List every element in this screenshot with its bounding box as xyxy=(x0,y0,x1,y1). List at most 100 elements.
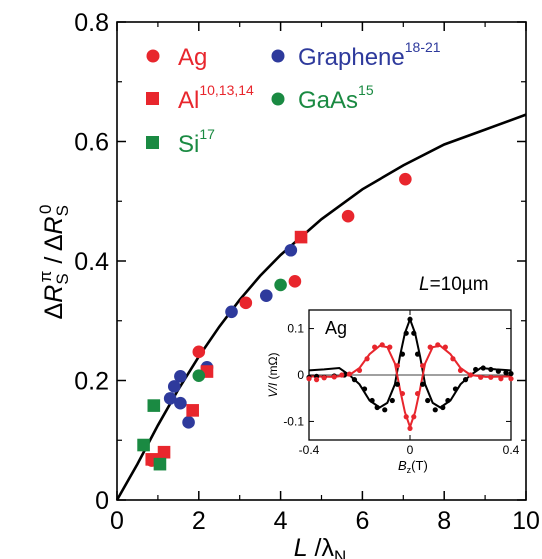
inset-red-point xyxy=(364,356,370,362)
y-label-delta: Δ xyxy=(40,303,68,320)
x-tick-label: 4 xyxy=(274,507,288,535)
y-tick-label: 0.6 xyxy=(74,129,109,157)
inset-red-point xyxy=(508,376,514,382)
y-tick-label: 0.2 xyxy=(74,368,109,396)
inset-tick-labels: -0.4 0 0.4 -0.1 0 0.1 xyxy=(283,322,519,457)
inset-x-label: Bz(T) xyxy=(398,458,428,475)
inset-x-tick-label: 0.4 xyxy=(503,443,520,457)
fit-curve xyxy=(115,113,527,501)
inset-red-point xyxy=(468,372,474,378)
inset-black-point xyxy=(414,351,421,357)
inset-black-point xyxy=(480,365,486,371)
x-label-sub: N xyxy=(334,547,346,559)
data-point xyxy=(137,438,150,452)
legend-marker-si xyxy=(146,136,159,149)
inset-red-point xyxy=(321,375,327,381)
inset-black-point xyxy=(445,397,451,404)
main-axis-ticks xyxy=(116,21,527,501)
y-axis-label: ΔRSπ / ΔRS0 xyxy=(36,205,72,320)
inset-black-point xyxy=(369,397,375,404)
y-label-sup-pi: π xyxy=(36,271,55,283)
legend-marker-ag xyxy=(146,49,160,63)
data-point xyxy=(153,457,167,471)
legend-marker-gaas xyxy=(271,92,285,106)
inset-red-point xyxy=(356,367,363,373)
inset-black-point xyxy=(394,381,400,387)
data-point xyxy=(147,399,161,412)
inset-y-label: V/I (mΩ) xyxy=(266,353,280,398)
data-point xyxy=(288,275,302,288)
y-label-sup-zero: 0 xyxy=(36,205,55,214)
inset-red-point xyxy=(394,363,400,369)
y-tick-label: 0 xyxy=(95,487,109,515)
x-tick-label: 6 xyxy=(355,507,369,535)
data-point xyxy=(157,445,171,459)
data-point xyxy=(174,396,187,410)
inset-points xyxy=(306,316,514,431)
inset-black-point xyxy=(432,407,438,413)
y-label-sub: S xyxy=(53,273,72,284)
inset-label-ag: Ag xyxy=(325,318,347,338)
data-point xyxy=(174,370,187,383)
inset-black-point xyxy=(389,397,395,404)
inset-red-point xyxy=(435,342,441,348)
inset-black-point xyxy=(462,377,469,383)
inset-y-tick-label: -0.1 xyxy=(283,414,304,428)
legend-label-ag: Ag xyxy=(178,44,207,71)
x-axis-label: L /λN xyxy=(294,534,347,559)
inset-red-point xyxy=(420,363,426,369)
inset-red-point xyxy=(457,367,464,373)
data-point xyxy=(341,209,355,223)
inset-black-point xyxy=(407,316,413,322)
inset-red-point xyxy=(372,344,378,350)
inset-red-point xyxy=(403,414,409,420)
inset-red-point xyxy=(313,377,320,383)
inset-black-point xyxy=(361,386,368,392)
x-tick-label: 8 xyxy=(437,507,451,535)
data-point xyxy=(225,305,238,319)
data-point xyxy=(186,404,199,417)
data-point xyxy=(399,172,412,186)
inset-x-tick-label: 0 xyxy=(407,443,414,457)
legend-marker-al xyxy=(146,92,159,105)
inset-red-point xyxy=(414,390,421,397)
inset-x-tick-label: -0.4 xyxy=(299,443,320,457)
inset-black-point xyxy=(399,351,406,357)
inset-y-tick-label: 0 xyxy=(297,368,304,382)
inset-black-point xyxy=(452,386,459,392)
main-tick-labels: 0 2 4 6 8 10 0 0.2 0.4 0.6 0.8 xyxy=(74,9,540,535)
y-tick-label: 0.4 xyxy=(74,248,109,276)
x-tick-label: 0 xyxy=(110,507,124,535)
data-point xyxy=(259,289,273,302)
inset-red-point xyxy=(427,344,433,350)
inset-red-point xyxy=(346,371,352,377)
inset-red-point xyxy=(450,356,456,362)
legend-marker-graphene xyxy=(271,49,285,63)
inset-red-point xyxy=(498,376,504,382)
data-point xyxy=(274,278,287,292)
data-point xyxy=(284,243,298,257)
inset-black-point xyxy=(495,368,501,374)
inset-plot: -0.4 0 0.4 -0.1 0 0.1 Ag V/I (mΩ) Bz(T) xyxy=(266,309,520,475)
inset-black-point xyxy=(420,381,426,387)
inset-red-point xyxy=(407,425,413,431)
inset-black-point xyxy=(374,404,380,411)
inset-red-point xyxy=(379,342,385,348)
data-point xyxy=(167,380,181,393)
inset-black-point xyxy=(503,370,509,376)
inset-red-point xyxy=(306,376,312,382)
x-label-l: L xyxy=(294,534,308,559)
inset-annotation: L=10µm xyxy=(419,274,489,295)
data-point xyxy=(182,416,195,429)
y-label-sep: / Δ xyxy=(40,234,68,270)
data-point xyxy=(163,392,177,405)
legend-label-al: Al10,13,14 xyxy=(178,82,254,114)
legend-label-graphene: Graphene18-21 xyxy=(298,39,441,71)
inset-black-point xyxy=(508,371,514,377)
x-label-rest: /λ xyxy=(308,534,335,559)
inset-red-point xyxy=(442,344,448,350)
x-tick-label: 10 xyxy=(512,507,540,535)
data-markers xyxy=(137,172,412,471)
inset-black-point xyxy=(425,397,431,404)
y-label-r: R xyxy=(40,285,68,303)
